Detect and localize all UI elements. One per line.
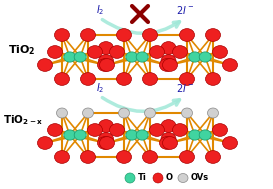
Ellipse shape [161, 133, 176, 145]
Text: $\mathit{2I^-}$: $\mathit{2I^-}$ [176, 4, 194, 16]
Ellipse shape [222, 59, 238, 71]
Ellipse shape [206, 73, 221, 85]
Ellipse shape [180, 29, 194, 41]
Ellipse shape [136, 52, 148, 62]
Ellipse shape [144, 108, 156, 118]
Ellipse shape [162, 137, 177, 149]
Ellipse shape [136, 130, 148, 140]
Ellipse shape [159, 59, 174, 71]
Ellipse shape [189, 52, 201, 62]
Ellipse shape [162, 59, 177, 71]
Text: Ti: Ti [138, 174, 147, 183]
Ellipse shape [178, 174, 188, 183]
Ellipse shape [81, 151, 96, 163]
Ellipse shape [88, 124, 102, 136]
Ellipse shape [117, 151, 132, 163]
FancyArrowPatch shape [102, 98, 179, 112]
Ellipse shape [88, 46, 102, 58]
Ellipse shape [99, 133, 114, 145]
Ellipse shape [180, 73, 194, 85]
Ellipse shape [199, 130, 211, 140]
Ellipse shape [125, 173, 135, 183]
Ellipse shape [206, 29, 221, 41]
Ellipse shape [81, 29, 96, 41]
Ellipse shape [99, 137, 114, 149]
Ellipse shape [81, 73, 96, 85]
Ellipse shape [97, 137, 112, 149]
Ellipse shape [153, 173, 163, 183]
Ellipse shape [212, 46, 227, 58]
Ellipse shape [212, 124, 227, 136]
Ellipse shape [74, 52, 86, 62]
Ellipse shape [48, 124, 63, 136]
Ellipse shape [161, 55, 176, 67]
Ellipse shape [159, 137, 174, 149]
Ellipse shape [64, 130, 76, 140]
Ellipse shape [173, 46, 188, 58]
Ellipse shape [64, 52, 76, 62]
Ellipse shape [55, 151, 70, 163]
Ellipse shape [99, 59, 114, 71]
Ellipse shape [126, 52, 138, 62]
Ellipse shape [55, 73, 70, 85]
Ellipse shape [150, 46, 165, 58]
Ellipse shape [150, 124, 165, 136]
Ellipse shape [143, 73, 158, 85]
Text: OVs: OVs [191, 174, 209, 183]
Ellipse shape [117, 29, 132, 41]
Text: O: O [166, 174, 173, 183]
Ellipse shape [109, 124, 124, 136]
Ellipse shape [207, 108, 218, 118]
Ellipse shape [199, 52, 211, 62]
Ellipse shape [182, 108, 192, 118]
Ellipse shape [48, 46, 63, 58]
Ellipse shape [37, 59, 52, 71]
Ellipse shape [222, 137, 238, 149]
Ellipse shape [74, 130, 86, 140]
Ellipse shape [55, 29, 70, 41]
Ellipse shape [143, 151, 158, 163]
Ellipse shape [161, 120, 176, 132]
Ellipse shape [37, 137, 52, 149]
Ellipse shape [117, 73, 132, 85]
Ellipse shape [161, 42, 176, 54]
Ellipse shape [97, 59, 112, 71]
Ellipse shape [118, 108, 129, 118]
Ellipse shape [173, 124, 188, 136]
Ellipse shape [109, 46, 124, 58]
Text: $\mathit{2I^-}$: $\mathit{2I^-}$ [176, 82, 194, 94]
Text: $\mathbf{TiO_2}$: $\mathbf{TiO_2}$ [8, 43, 36, 57]
FancyArrowPatch shape [102, 20, 179, 33]
Text: $\mathbf{TiO_{2-x}}$: $\mathbf{TiO_{2-x}}$ [3, 113, 43, 127]
Ellipse shape [99, 55, 114, 67]
Ellipse shape [126, 130, 138, 140]
Ellipse shape [99, 42, 114, 54]
Text: $\mathit{I_2}$: $\mathit{I_2}$ [96, 81, 104, 95]
Ellipse shape [143, 29, 158, 41]
Ellipse shape [99, 120, 114, 132]
Ellipse shape [82, 108, 93, 118]
Ellipse shape [180, 151, 194, 163]
Ellipse shape [206, 151, 221, 163]
Ellipse shape [57, 108, 67, 118]
Text: $\mathit{I_2}$: $\mathit{I_2}$ [96, 3, 104, 17]
Ellipse shape [189, 130, 201, 140]
